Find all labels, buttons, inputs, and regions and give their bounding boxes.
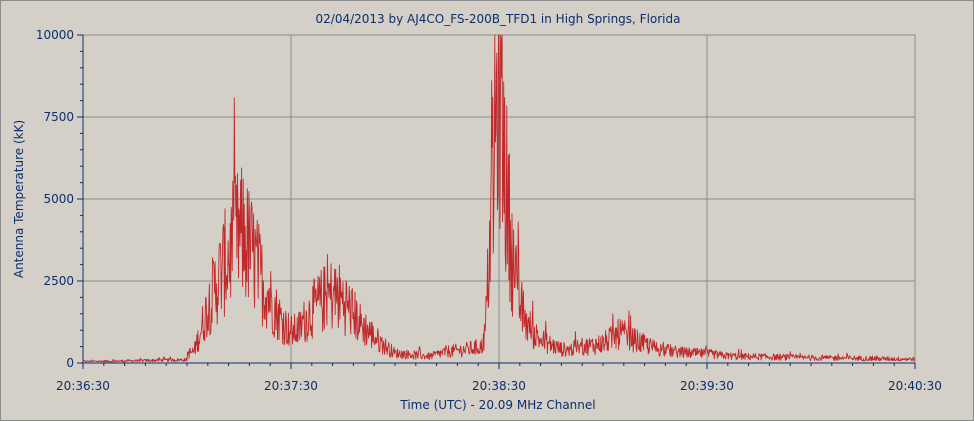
x-tick-label: 20:39:30 bbox=[680, 379, 734, 393]
series-line bbox=[82, 34, 916, 363]
chart-title: 02/04/2013 by AJ4CO_FS-200B_TFD1 in High… bbox=[316, 12, 681, 26]
x-tick-label: 20:37:30 bbox=[264, 379, 318, 393]
y-tick-label: 0 bbox=[66, 356, 74, 370]
x-tick-label: 20:40:30 bbox=[888, 379, 942, 393]
x-axis-label: Time (UTC) - 20.09 MHz Channel bbox=[399, 398, 595, 412]
y-tick-label: 10000 bbox=[36, 28, 74, 42]
y-tick-label: 7500 bbox=[43, 110, 74, 124]
x-tick-label: 20:38:30 bbox=[472, 379, 526, 393]
y-tick-label: 2500 bbox=[43, 274, 74, 288]
y-axis-label: Antenna Temperature (kK) bbox=[12, 120, 26, 278]
y-tick-label: 5000 bbox=[43, 192, 74, 206]
x-tick-label: 20:36:30 bbox=[56, 379, 110, 393]
